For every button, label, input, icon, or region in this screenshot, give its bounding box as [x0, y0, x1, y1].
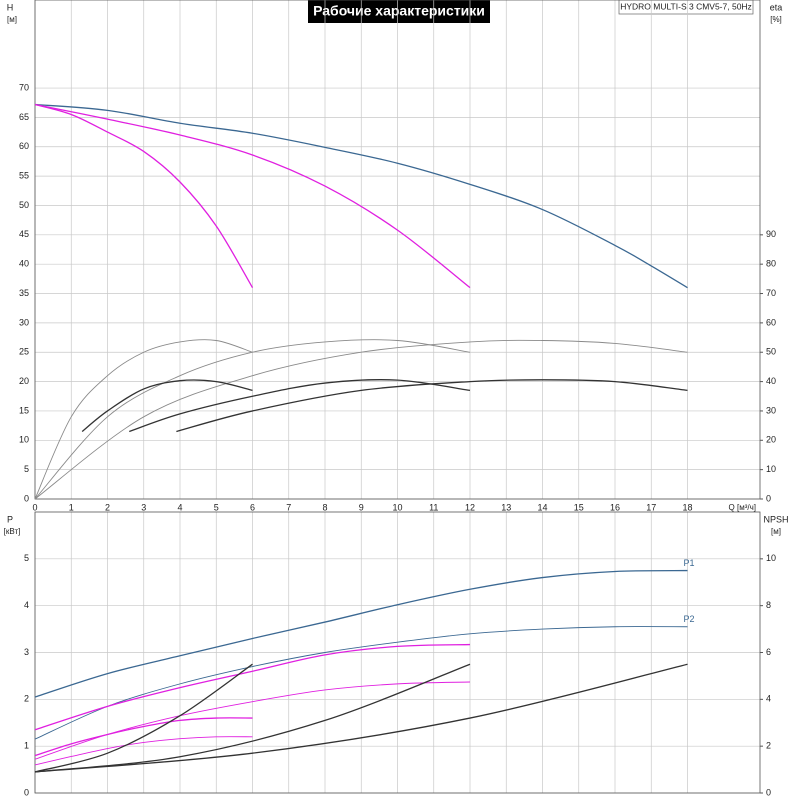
x-tick-label: 13: [501, 502, 511, 512]
y-tick-label: 35: [19, 288, 29, 298]
y2-tick-label: 80: [766, 259, 776, 269]
y2-tick-label: 60: [766, 317, 776, 327]
curve-label: P2: [684, 614, 695, 624]
curve: [34, 103, 688, 289]
x-tick-label: 2: [105, 502, 110, 512]
x-tick-label: 16: [610, 502, 620, 512]
curve: [129, 379, 471, 433]
x-tick-label: 14: [537, 502, 547, 512]
x-tick-label: 15: [574, 502, 584, 512]
y2-tick-label: 0: [766, 493, 771, 503]
y2-tick-label: 10: [766, 553, 776, 563]
x-tick-label: 7: [286, 502, 291, 512]
y-tick-label: 5: [24, 464, 29, 474]
y2-axis-label: NPSH: [763, 514, 788, 524]
curve: [34, 339, 471, 500]
x-tick-label: 5: [214, 502, 219, 512]
curve: [34, 103, 254, 288]
chart-title: Рабочие характеристики: [313, 3, 485, 19]
x-tick-label: 1: [69, 502, 74, 512]
y-tick-label: 4: [24, 600, 29, 610]
curve: [34, 663, 253, 773]
y2-tick-label: 10: [766, 464, 776, 474]
y-tick-label: 45: [19, 229, 29, 239]
x-tick-label: 4: [177, 502, 182, 512]
y2-axis-unit: [%]: [770, 15, 782, 24]
plot-frame: [34, 511, 761, 794]
y2-tick-label: 8: [766, 600, 771, 610]
y2-axis-unit: [м]: [771, 527, 781, 536]
y-tick-label: 60: [19, 141, 29, 151]
x-axis-label: Q [м³/ч]: [729, 503, 756, 512]
y-axis-label: P: [7, 514, 13, 524]
y2-tick-label: 40: [766, 376, 776, 386]
y-tick-label: 15: [19, 405, 29, 415]
x-tick-label: 10: [392, 502, 402, 512]
x-tick-label: 11: [429, 502, 438, 512]
y-tick-label: 30: [19, 317, 29, 327]
title-box: [308, 0, 490, 23]
curve: [34, 717, 253, 757]
y-tick-label: 10: [19, 435, 29, 445]
y-tick-label: 20: [19, 376, 29, 386]
curve: [176, 379, 688, 433]
y2-tick-label: 30: [766, 405, 776, 415]
y-tick-label: 40: [19, 259, 29, 269]
y-tick-label: 0: [24, 787, 29, 797]
x-tick-label: 0: [32, 502, 37, 512]
y2-tick-label: 2: [766, 741, 771, 751]
y-tick-label: 70: [19, 82, 29, 92]
model-label: HYDRO MULTI-S 3 CMV5-7, 50Hz: [620, 1, 752, 11]
y2-tick-label: 6: [766, 647, 771, 657]
y-tick-label: 25: [19, 347, 29, 357]
y-tick-label: 0: [24, 493, 29, 503]
y2-tick-label: 90: [766, 229, 776, 239]
y-tick-label: 50: [19, 200, 29, 210]
y-tick-label: 2: [24, 694, 29, 704]
y2-tick-label: 4: [766, 694, 771, 704]
y2-tick-label: 20: [766, 435, 776, 445]
curve: [34, 626, 688, 740]
y-tick-label: 65: [19, 112, 29, 122]
y-axis-unit: [м]: [7, 15, 17, 24]
curve: [34, 643, 471, 731]
model-box: [618, 0, 754, 15]
curve: [34, 103, 471, 289]
x-tick-label: 8: [322, 502, 327, 512]
curve: [34, 569, 688, 698]
x-tick-label: 17: [646, 502, 656, 512]
curve: [34, 736, 253, 766]
x-tick-label: 3: [141, 502, 146, 512]
curve: [34, 339, 253, 500]
x-tick-label: 12: [465, 502, 475, 512]
y2-axis-label: eta: [770, 2, 783, 12]
y2-tick-label: 50: [766, 347, 776, 357]
curve: [34, 339, 688, 500]
y-tick-label: 55: [19, 170, 29, 180]
y-tick-label: 3: [24, 647, 29, 657]
y-tick-label: 1: [24, 741, 29, 751]
plot-frame: [34, 0, 761, 500]
x-tick-label: 9: [359, 502, 364, 512]
y-axis-unit: [кВт]: [4, 527, 21, 536]
y-axis-label: H: [7, 2, 14, 12]
x-tick-label: 6: [250, 502, 255, 512]
curve-label: P1: [684, 558, 695, 568]
x-tick-label: 18: [682, 502, 692, 512]
curve: [81, 379, 253, 432]
curve: [34, 663, 688, 773]
y2-tick-label: 70: [766, 288, 776, 298]
y-tick-label: 5: [24, 553, 29, 563]
y2-tick-label: 0: [766, 787, 771, 797]
